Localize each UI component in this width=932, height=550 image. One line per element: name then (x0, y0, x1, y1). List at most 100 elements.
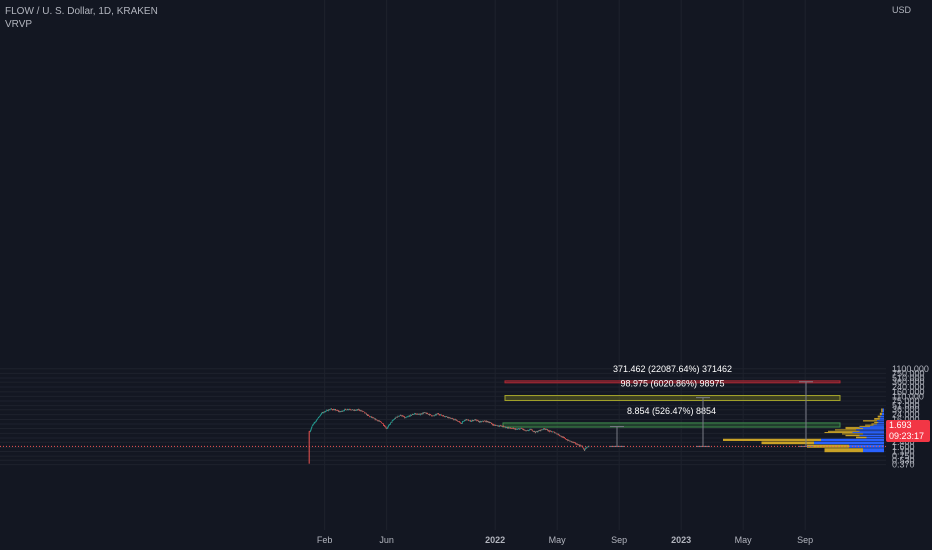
candle-body (563, 437, 565, 438)
candle-body (465, 418, 467, 421)
candlestick-series (308, 408, 590, 464)
candle-body (377, 420, 378, 421)
candle-body (545, 429, 547, 430)
candle-body (515, 428, 516, 430)
candle-body (439, 414, 441, 416)
candle-body (508, 427, 510, 429)
candle-body (453, 419, 455, 420)
candle-body (405, 417, 406, 419)
candle-body (458, 421, 459, 422)
candle-body (469, 420, 471, 421)
candle-body (371, 416, 372, 418)
candle-body (432, 415, 433, 417)
candle-body (421, 413, 423, 415)
candle-body (437, 413, 439, 415)
candle-body (397, 416, 398, 418)
candle-body (363, 411, 365, 413)
y-tick-label: 110.000 (892, 391, 924, 401)
volume-bar-up (882, 408, 884, 413)
volume-bar-up (863, 428, 884, 430)
candle-body (408, 415, 410, 417)
candle-body (504, 426, 505, 428)
candle-body (366, 414, 368, 415)
y-tick-label: 510.000 (892, 373, 925, 383)
candle-body (327, 410, 328, 411)
candle-body (456, 420, 458, 422)
candle-body (499, 425, 500, 427)
candle-body (430, 414, 431, 415)
candle-body (491, 423, 493, 425)
volume-bar-up (859, 426, 884, 428)
volume-bar-up (870, 425, 884, 427)
candle-body (353, 409, 355, 411)
candle-body (376, 419, 377, 421)
candle-body (507, 427, 508, 429)
candle-body (450, 418, 452, 419)
candle-body (392, 420, 394, 421)
y-tick-label: 160.000 (892, 387, 925, 397)
candle-body (501, 426, 503, 427)
candle-body (320, 414, 322, 416)
y-tick-label: 1.600 (892, 442, 915, 452)
candle-body (487, 421, 489, 423)
candle-body (398, 416, 400, 417)
candle-body (482, 420, 484, 422)
candle-body (429, 414, 430, 416)
candle-body (407, 416, 408, 418)
candle-body (432, 415, 434, 417)
candle-body (524, 429, 525, 431)
candle-body (567, 439, 568, 441)
candle-body (447, 416, 449, 418)
candle-body (326, 410, 328, 411)
candle-body (566, 439, 567, 441)
candle-body (494, 424, 495, 426)
candle-body (567, 439, 569, 441)
candle-body (321, 413, 322, 415)
symbol-title[interactable]: FLOW / U. S. Dollar, 1D, KRAKEN (5, 6, 158, 17)
candle-body (413, 414, 414, 415)
candle-body (471, 420, 472, 422)
candle-body (533, 431, 534, 432)
candle-body (417, 414, 419, 415)
candle-body (535, 431, 536, 433)
candle-body (540, 429, 542, 431)
candle-body (378, 420, 380, 422)
candle-body (586, 447, 587, 449)
candle-body (343, 410, 345, 412)
candle-body (312, 425, 313, 426)
candle-body (468, 419, 469, 421)
candle-body (382, 423, 383, 424)
candle-body (390, 422, 391, 425)
volume-bar-up (814, 441, 884, 445)
candle-body (413, 414, 415, 415)
candle-body (456, 419, 457, 422)
volume-bar-down (761, 441, 814, 445)
candle-body (441, 415, 443, 416)
indicator-label[interactable]: VRVP (5, 19, 33, 30)
candle-body (402, 415, 404, 417)
candle-body (510, 427, 511, 429)
candle-body (438, 413, 439, 415)
target-boxes[interactable]: 371.462 (22087.64%) 371462 98.975 (6020.8… (502, 364, 841, 428)
candle-body (358, 409, 360, 411)
candle-body (396, 416, 397, 418)
candle-body (399, 415, 400, 417)
volume-bar-down (842, 433, 863, 435)
candle-body (455, 419, 457, 421)
candle-body (382, 423, 384, 424)
candle-body (332, 409, 333, 411)
y-tick-label: 51.000 (892, 401, 920, 411)
candle-body (370, 416, 371, 418)
price-axis[interactable]: USD 0.3700.5300.7501.1001.6002.4003.4005… (892, 5, 929, 470)
candle-body (336, 410, 337, 411)
candle-body (527, 430, 528, 431)
candle-body (394, 418, 395, 420)
candle-body (577, 444, 578, 446)
time-axis[interactable]: Feb Jun 2022 May Sep 2023 May Sep (317, 535, 813, 545)
target-box-red (504, 380, 841, 384)
volume-bar-down (879, 412, 882, 416)
candle-body (412, 414, 413, 415)
y-tick-label: 0.370 (892, 460, 915, 470)
candle-body (551, 431, 552, 433)
